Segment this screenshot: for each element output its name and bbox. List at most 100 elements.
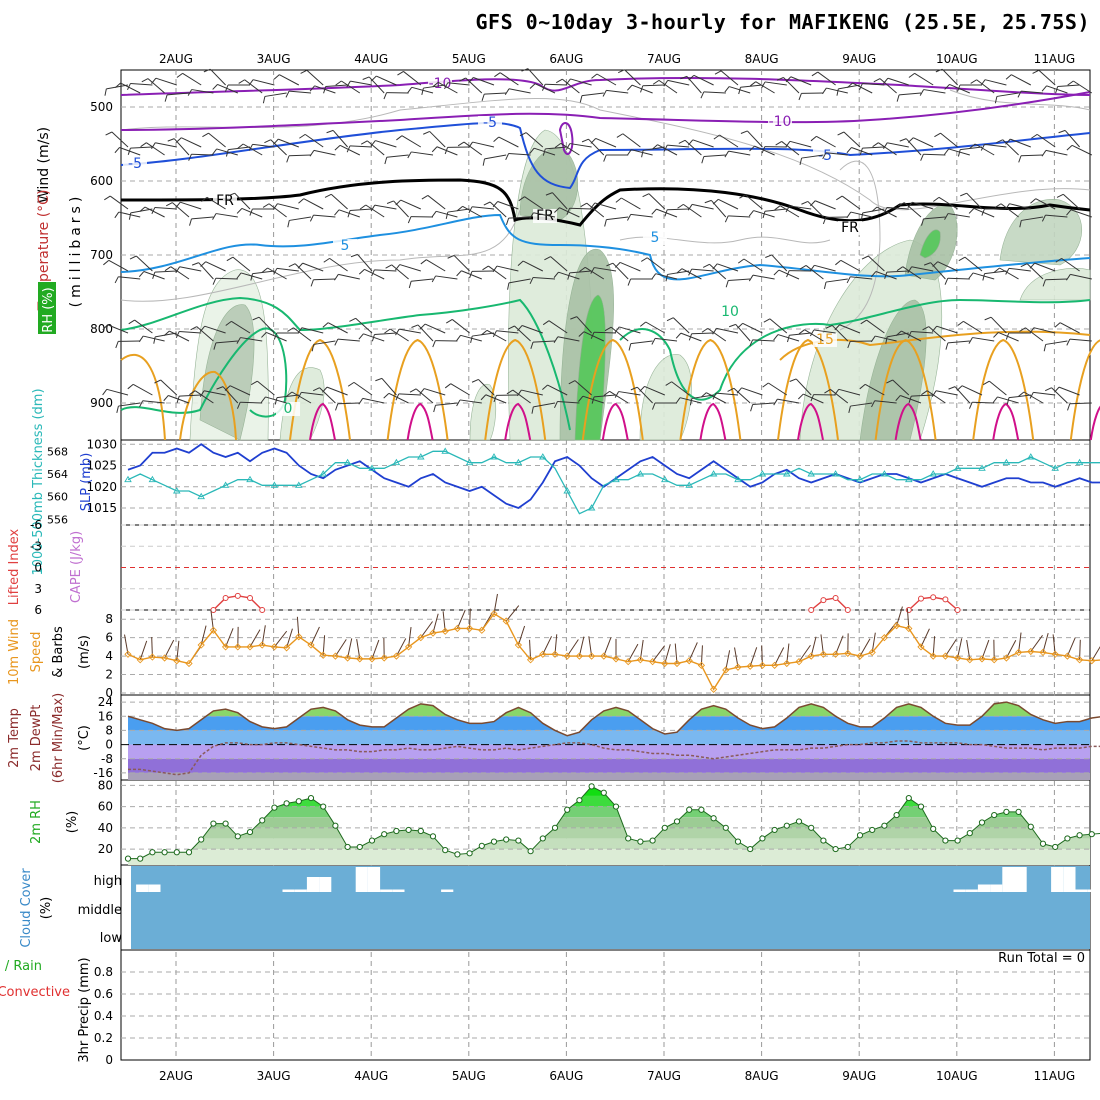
upper-wind-barb (313, 149, 336, 156)
upper-wind-barb (172, 202, 190, 218)
upper-wind-barb (919, 89, 925, 96)
upper-wind-barb (789, 378, 797, 382)
rh-tick-label: 20 (98, 842, 113, 856)
slp-tick-label: 1030 (86, 437, 117, 451)
upper-wind-barb (786, 335, 790, 343)
contour-label-bg (123, 157, 147, 171)
wind-speed-marker (441, 627, 449, 635)
upper-wind-barb (1061, 257, 1080, 272)
upper-wind-barb (435, 275, 458, 280)
upper-wind-barb (225, 149, 229, 157)
contour-label-bg (643, 231, 667, 245)
upper-wind-barb (277, 203, 299, 210)
upper-wind-barb (189, 390, 196, 396)
wind-barb-10m (810, 636, 817, 657)
upper-wind-barb (127, 83, 131, 91)
upper-wind-barb (860, 212, 864, 220)
upper-wind-barb (270, 139, 287, 156)
x-tick-label-bottom: 8AUG (745, 1069, 779, 1083)
isotherm-5 (120, 213, 1091, 281)
thickness-legend: 1000-500mb Thickness (dm) (31, 388, 46, 575)
upper-wind-barb (655, 273, 678, 280)
rh-marker (856, 832, 864, 839)
upper-wind-barb (489, 201, 507, 218)
upper-wind-barb (621, 197, 641, 210)
upper-wind-barb (188, 154, 192, 161)
upper-wind-barb (453, 255, 470, 272)
upper-wind-barb (1033, 327, 1056, 334)
cloud-high-bar (1051, 867, 1064, 892)
wind-speed-marker (234, 643, 242, 651)
upper-wind-barb (498, 136, 519, 148)
upper-wind-barb (947, 213, 970, 218)
upper-wind-barb (646, 257, 666, 272)
upper-wind-barb (388, 392, 409, 404)
upper-wind-barb (529, 212, 534, 219)
wind-barb-10m (566, 639, 579, 657)
isotherm-minus5 (120, 121, 1091, 190)
wind-speed-marker (404, 643, 413, 651)
upper-wind-barb (224, 84, 229, 92)
upper-wind-barb (724, 150, 729, 158)
upper-wind-barb (907, 201, 913, 208)
upper-wind-barb (994, 203, 1002, 208)
upper-wind-barb (773, 269, 780, 276)
upper-wind-barb (740, 130, 748, 134)
upper-wind-barb (252, 316, 260, 321)
thickness-marker (539, 453, 547, 460)
upper-wind-barb (1008, 394, 1031, 399)
upper-wind-barb (396, 135, 403, 141)
upper-wind-barb (689, 398, 693, 406)
upper-wind-barb (618, 69, 625, 74)
upper-wind-barb (630, 213, 653, 218)
wind-speed-marker (319, 651, 327, 659)
upper-wind-barb (862, 146, 885, 149)
rh-marker (478, 842, 485, 849)
upper-wind-barb (215, 213, 238, 218)
rh-marker (210, 820, 217, 827)
upper-wind-barb (427, 195, 446, 210)
upper-wind-barb (911, 394, 934, 397)
upper-wind-barb (700, 392, 707, 398)
upper-wind-barb (1067, 80, 1074, 86)
contour-label: 15 (816, 332, 834, 348)
upper-wind-barb (529, 147, 535, 154)
upper-wind-barb (652, 79, 660, 85)
rh-marker (673, 818, 681, 825)
upper-wind-barb (179, 394, 202, 397)
wind-speed-marker (282, 644, 291, 652)
upper-wind-barb (530, 341, 534, 349)
contour-label: FR (841, 220, 859, 236)
upper-wind-barb (663, 144, 668, 152)
upper-wind-barb (603, 154, 607, 162)
upper-wind-barb (155, 332, 177, 338)
upper-wind-barb (961, 385, 983, 396)
wind-speed-marker (490, 610, 498, 618)
upper-wind-barb (114, 211, 120, 219)
lifted-index-marker (942, 596, 949, 603)
upper-wind-barb (127, 147, 131, 155)
upper-wind-barb (326, 386, 348, 396)
upper-wind-barb (346, 80, 351, 88)
chart-title: GFS 0~10day 3-hourly for MAFIKENG (25.5E… (475, 10, 1090, 34)
upper-wind-barb (176, 72, 183, 78)
upper-wind-barb (781, 141, 800, 156)
upper-wind-barb (108, 259, 129, 272)
upper-wind-barb (559, 207, 580, 218)
thickness-marker (1027, 453, 1035, 460)
upper-wind-barb (248, 144, 254, 151)
isotherm-20 (699, 402, 727, 441)
upper-wind-barb (529, 277, 534, 285)
upper-wind-barb (745, 194, 763, 210)
upper-wind-barb (604, 326, 612, 332)
upper-wind-barb (687, 139, 694, 146)
upper-wind-barb (482, 265, 489, 271)
wind-speed-marker (295, 633, 303, 641)
upper-wind-barb (485, 394, 507, 404)
upper-wind-barb (1057, 84, 1080, 88)
upper-wind-barb (415, 388, 434, 404)
rh-marker (185, 849, 193, 856)
isotherm-10 (120, 296, 571, 431)
upper-wind-barb (494, 72, 501, 78)
cloud-high-bar (294, 889, 307, 892)
